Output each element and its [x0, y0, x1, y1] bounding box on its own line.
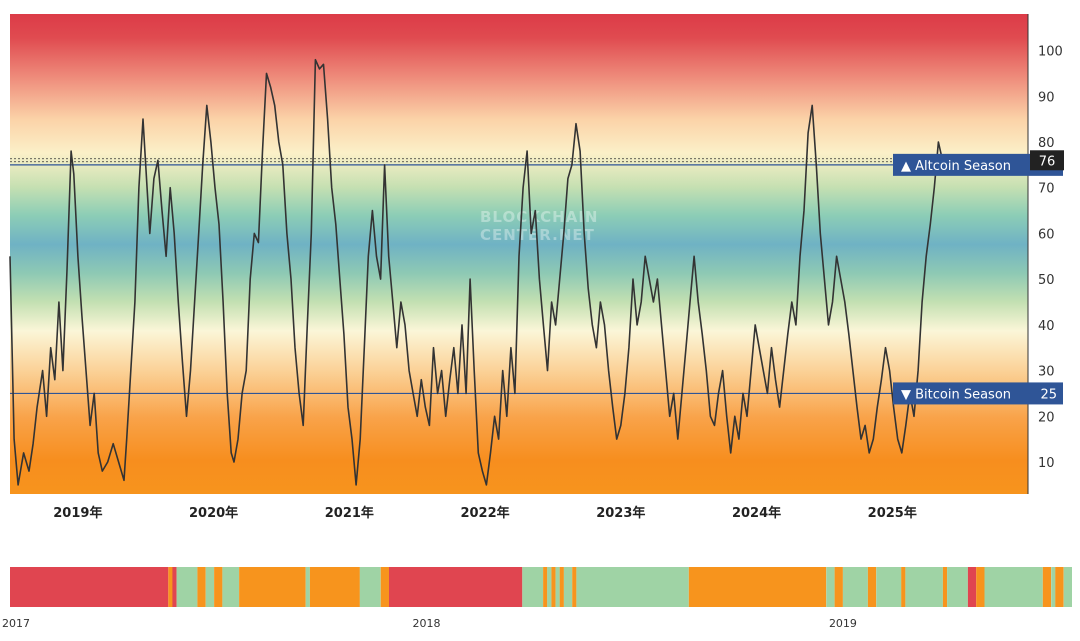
season-segment-neutral: [239, 567, 306, 607]
season-segment-altcoin: [1051, 567, 1056, 607]
y-tick-label: 70: [1038, 182, 1055, 197]
season-segment-altcoin: [547, 567, 552, 607]
x-tick-label: 2023年: [596, 505, 645, 521]
season-segment-neutral: [551, 567, 556, 607]
season-segment-altcoin: [222, 567, 240, 607]
y-tick-label: 10: [1038, 456, 1055, 471]
season-segment-neutral: [901, 567, 906, 607]
season-segment-altcoin: [576, 567, 689, 607]
season-segment-bitcoin: [389, 567, 523, 607]
threshold-label-box[interactable]: [893, 153, 1063, 176]
x-tick-label: 2024年: [732, 505, 781, 521]
season-segment-neutral: [309, 567, 360, 607]
x-tick-label: 2021年: [325, 505, 374, 521]
season-segment-neutral: [1042, 567, 1052, 607]
season-segment-neutral: [380, 567, 389, 607]
season-segment-altcoin: [176, 567, 198, 607]
season-strip-chart: 2017 2018 2019 大数跨境: [2, 567, 1072, 633]
threshold-label-text: ▼ Bitcoin Season: [901, 387, 1011, 402]
season-segment-neutral: [688, 567, 827, 607]
x-tick-label: 2019年: [53, 505, 102, 521]
season-segment-neutral: [543, 567, 548, 607]
y-tick-label: 80: [1038, 136, 1055, 151]
season-segment-altcoin: [876, 567, 902, 607]
y-tick-label: 20: [1038, 410, 1055, 425]
season-segment-neutral: [834, 567, 843, 607]
season-segment-altcoin: [842, 567, 868, 607]
season-segment-neutral: [214, 567, 223, 607]
y-tick-label: 60: [1038, 227, 1055, 242]
altcoin-season-index-chart: BLOCKCHAIN CENTER.NET 102030405060708090…: [9, 14, 1064, 521]
threshold-label-text: ▲ Altcoin Season: [901, 159, 1011, 174]
strip-x-tick-label: 2019: [829, 617, 857, 630]
last-value-badge: 76: [1030, 150, 1064, 171]
y-tick-label: 90: [1038, 90, 1055, 105]
season-segment-altcoin: [522, 567, 544, 607]
logo-text: 大数跨境: [52, 610, 128, 633]
season-segment-neutral: [942, 567, 948, 607]
x-tick-label: 2025年: [868, 505, 917, 521]
season-segment-altcoin: [359, 567, 381, 607]
season-segment-neutral: [867, 567, 877, 607]
strip-x-axis-ticks: 2017 2018 2019: [2, 617, 857, 630]
season-segment-altcoin: [984, 567, 1043, 607]
season-segment-neutral: [976, 567, 985, 607]
season-segment-altcoin: [305, 567, 310, 607]
y-tick-label: 100: [1038, 45, 1063, 60]
strip-x-tick-label: 2017: [2, 617, 30, 630]
threshold-lines: [10, 158, 1028, 395]
y-tick-label: 50: [1038, 273, 1055, 288]
x-tick-label: 2022年: [460, 505, 509, 521]
season-segment-neutral: [1055, 567, 1064, 607]
threshold-value-label: 25: [1040, 387, 1057, 402]
season-segments: [10, 567, 1072, 607]
season-segment-neutral: [559, 567, 564, 607]
season-segment-neutral: [197, 567, 206, 607]
y-tick-label: 40: [1038, 319, 1055, 334]
season-segment-altcoin: [826, 567, 835, 607]
season-segment-bitcoin: [967, 567, 977, 607]
season-segment-altcoin: [205, 567, 214, 607]
y-tick-label: 30: [1038, 365, 1055, 380]
x-axis-ticks: 2019年 2020年 2021年 2022年 2023年 2024年 2025年: [53, 505, 917, 521]
strip-x-tick-label: 2018: [412, 617, 440, 630]
x-tick-label: 2020年: [189, 505, 238, 521]
season-segment-altcoin: [1063, 567, 1072, 607]
season-segment-bitcoin: [172, 567, 177, 607]
season-segment-altcoin: [563, 567, 573, 607]
y-axis-ticks: 10 20 30 40 50 60 70 80 90 100: [1038, 45, 1063, 471]
season-segment-altcoin: [905, 567, 943, 607]
season-segment-neutral: [572, 567, 577, 607]
index-series-line: [9, 58, 944, 486]
last-value-label: 76: [1039, 154, 1056, 169]
threshold-label-box[interactable]: [893, 382, 1063, 405]
season-segment-altcoin: [947, 567, 968, 607]
season-segment-bitcoin: [10, 567, 169, 607]
watermark-line-1: BLOCKCHAIN: [480, 208, 598, 226]
season-segment-neutral: [168, 567, 173, 607]
season-segment-altcoin: [555, 567, 560, 607]
